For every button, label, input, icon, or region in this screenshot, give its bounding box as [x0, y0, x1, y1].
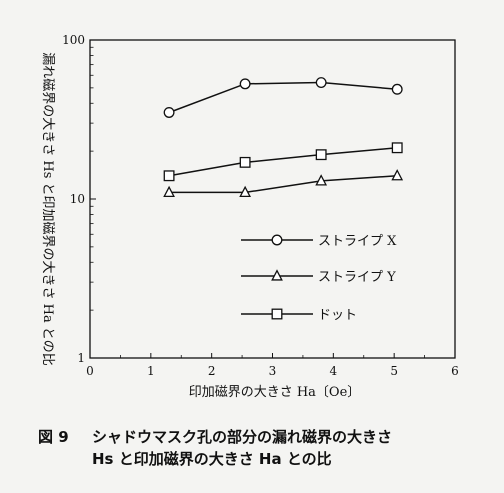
legend-label-1: ストライプ X [318, 234, 397, 249]
chart: 0 1 2 3 4 5 6 1 10 100 印加磁界の大きさ Ha〔Oe〕 漏れ磁界の大きさ Hs … [40, 33, 459, 400]
data-point-series-3 [391, 142, 403, 154]
data-point-series-2 [315, 174, 328, 186]
data-point-series-2 [391, 169, 404, 181]
data-point-series-2 [163, 185, 175, 198]
figure-caption: 図 9 シャドウマスク孔の部分の漏れ磁界の大きさ Hs と印加磁界の大きさ Ha… [38, 426, 498, 470]
caption-line-1: シャドウマスク孔の部分の漏れ磁界の大きさ [92, 428, 393, 446]
x-tick-label: 5 [390, 364, 398, 378]
x-tick-label: 3 [269, 364, 277, 378]
y-tick-label: 1 [77, 351, 85, 365]
legend-marker-3 [271, 308, 283, 320]
legend-label-2: ストライプ Y [318, 270, 396, 285]
data-point-series-1 [391, 83, 403, 95]
y-tick-label: 10 [70, 192, 85, 206]
x-tick-label: 0 [86, 364, 94, 378]
data-point-series-3 [163, 170, 175, 182]
legend-label-3: ドット [318, 308, 357, 323]
data-point-series-3 [239, 156, 251, 168]
data-point-series-1 [315, 77, 327, 88]
x-tick-label: 1 [147, 364, 155, 378]
x-tick-label: 2 [208, 364, 216, 378]
data-point-series-2 [239, 185, 251, 198]
y-axis-title: 漏れ磁界の大きさ Hs と印加磁界の大きさ Ha との比 [40, 52, 56, 366]
data-point-series-1 [239, 78, 251, 90]
y-tick-label: 100 [62, 33, 85, 47]
figure-number: 図 9 [38, 428, 69, 446]
series-line-3 [168, 147, 398, 177]
caption-line-2: Hs と印加磁界の大きさ Ha との比 [92, 450, 332, 468]
legend-marker-2 [271, 269, 283, 281]
data-point-series-3 [315, 149, 327, 161]
x-axis-title: 印加磁界の大きさ Ha〔Oe〕 [189, 385, 361, 400]
x-tick-label: 6 [451, 364, 459, 378]
legend-marker-1 [271, 234, 283, 246]
data-point-series-1 [163, 107, 175, 118]
series-line-2 [169, 175, 398, 194]
series-line-1 [168, 81, 398, 114]
x-tick-label: 4 [330, 364, 338, 378]
